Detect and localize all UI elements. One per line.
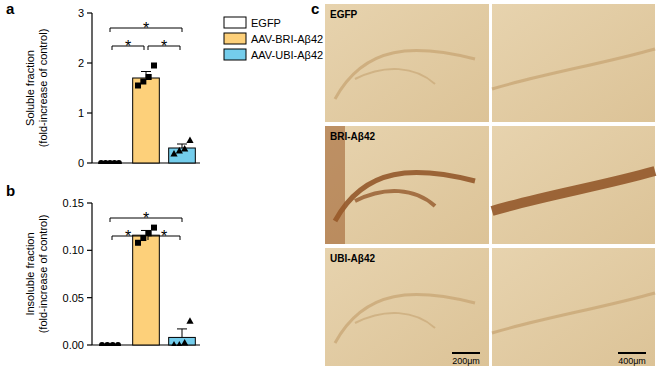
y-tick-label: 2 [78, 57, 84, 69]
tissue-layer [492, 293, 655, 333]
micrograph [492, 4, 655, 122]
plot-area [98, 63, 195, 165]
legend-swatch [224, 33, 246, 44]
y-tick [87, 12, 92, 13]
tissue-layer [355, 69, 435, 84]
y-tick-label: 1 [78, 107, 84, 119]
tissue-layer [492, 171, 655, 211]
y-tick [87, 344, 92, 345]
y-tick [87, 62, 92, 63]
significance-label: * [125, 228, 131, 245]
panel-label: b [6, 182, 15, 199]
tissue-layer [335, 172, 475, 221]
tissue-layer [325, 126, 345, 244]
y-tick [87, 250, 92, 251]
y-tick-label: 3 [78, 7, 84, 19]
point [115, 342, 121, 346]
y-tick [87, 297, 92, 298]
plot-area [99, 225, 195, 346]
micrograph [325, 248, 489, 366]
micrograph-label: EGFP [330, 9, 358, 20]
legend-label: AAV-BRI-Aβ42 [251, 33, 323, 45]
tissue-layer [335, 294, 475, 343]
tissue-layer [335, 50, 475, 99]
bar [133, 235, 160, 345]
y-tick [87, 162, 92, 163]
panel-label: c [311, 0, 319, 17]
scale-bar [618, 352, 646, 354]
y-axis-label: Soluble fraction(fold-increase of contro… [24, 29, 49, 148]
point [116, 160, 122, 164]
y-tick-label: 0 [78, 157, 84, 169]
y-axis-label: Insoluble fraction(fold-increase of cont… [24, 215, 49, 334]
y-tick-label: 0.15 [63, 197, 84, 209]
scale-bar-label: 400μm [618, 356, 646, 366]
point [181, 145, 188, 152]
legend-label: AAV-UBI-Aβ42 [251, 49, 323, 61]
y-axis-line [91, 13, 92, 163]
y-tick [87, 202, 92, 203]
point [104, 342, 110, 346]
point [151, 63, 157, 69]
significance-label: * [143, 210, 149, 227]
tissue-layer [355, 313, 435, 328]
point [170, 341, 177, 346]
scale-bar-label: 200μm [452, 356, 480, 366]
significance-label: * [125, 38, 131, 55]
figure: a Soluble fraction(fold-increase of contr… [0, 0, 657, 370]
panel-label: a [6, 0, 15, 17]
point [181, 339, 188, 346]
tissue-layer [492, 49, 655, 89]
point [99, 342, 105, 346]
significance-label: * [143, 20, 149, 37]
tissue-layer [355, 191, 435, 206]
point [146, 230, 152, 236]
micrograph-label: UBI-Aβ42 [330, 253, 375, 264]
point [110, 342, 116, 346]
micrograph [325, 4, 489, 122]
y-axis-line [91, 203, 92, 345]
point [146, 74, 152, 80]
micrograph-label: BRI-Aβ42 [330, 131, 375, 142]
error-bar [177, 329, 187, 338]
point [186, 137, 193, 144]
micrograph [325, 126, 489, 244]
micrograph [492, 126, 655, 244]
point [186, 317, 193, 324]
y-tick [87, 112, 92, 113]
point [135, 83, 141, 89]
legend-label: EGFP [251, 17, 281, 29]
legend-swatch [224, 17, 246, 28]
bar [133, 78, 160, 163]
point [140, 79, 146, 85]
significance-label: * [161, 228, 167, 245]
point [151, 225, 157, 231]
significance-label: * [161, 38, 167, 55]
y-tick-label: 0.00 [63, 339, 84, 351]
legend-swatch [224, 49, 246, 60]
y-tick-label: 0.05 [63, 292, 84, 304]
micrograph [492, 248, 655, 366]
y-tick-label: 0.10 [63, 244, 84, 256]
point [135, 240, 141, 246]
scale-bar [452, 352, 480, 354]
